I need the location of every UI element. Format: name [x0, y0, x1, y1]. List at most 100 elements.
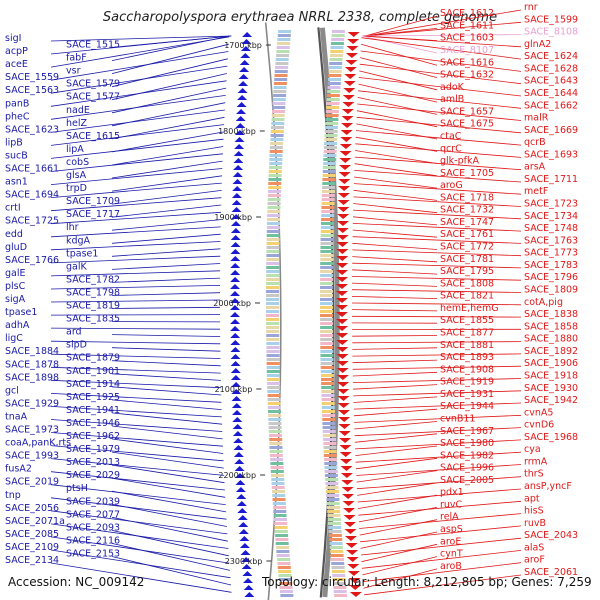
- cog-strip: [327, 518, 341, 521]
- gene-label: SACE_1906: [524, 358, 578, 369]
- gene-callout-line: [352, 216, 438, 226]
- gene-label: SACE_2013: [66, 457, 120, 468]
- cog-strip: [328, 70, 342, 73]
- minus-strand-gene: [230, 326, 241, 331]
- gene-label: SACE_1781: [440, 254, 494, 265]
- minus-strand-gene: [236, 102, 247, 107]
- gene-callout-line: [353, 402, 522, 410]
- gene-callout-line: [111, 58, 228, 88]
- gene-label: SACE_1796: [524, 272, 578, 283]
- gene-callout-line: [50, 419, 223, 432]
- gene-label: SACE_1821: [440, 291, 494, 302]
- gene-label: aroB: [440, 561, 462, 572]
- gene-callout-line: [359, 70, 438, 91]
- cog-strip: [320, 258, 334, 261]
- gene-callout-line: [357, 103, 522, 121]
- gene-label: thrS: [524, 469, 544, 480]
- cog-strip: [324, 474, 338, 477]
- gene-callout-line: [357, 488, 522, 503]
- gene-callout-line: [357, 97, 438, 115]
- gene-callout-line: [352, 262, 522, 269]
- gene-label: SACE_1967: [440, 426, 494, 437]
- cog-strip: [326, 502, 340, 505]
- cog-strip: [320, 346, 334, 349]
- gene-callout-line: [354, 176, 438, 189]
- gene-label: SACE_1725: [5, 216, 59, 227]
- gene-label: SACE_1717: [66, 209, 120, 220]
- plus-strand-gene: [337, 382, 350, 387]
- cog-strip: [279, 586, 293, 589]
- minus-strand-gene: [230, 340, 241, 345]
- minus-strand-gene: [230, 368, 241, 373]
- cog-strip: [269, 434, 282, 437]
- gene-label: ard: [66, 327, 82, 338]
- cog-strip: [267, 398, 281, 401]
- cog-strip: [271, 118, 285, 121]
- cog-strip: [273, 506, 287, 509]
- cog-strip: [321, 398, 335, 401]
- minus-strand-gene: [240, 53, 251, 58]
- gene-label: SACE_8108: [524, 27, 578, 38]
- cog-strip: [275, 538, 289, 541]
- gene-label: asn1: [5, 177, 28, 188]
- cog-strip: [323, 450, 337, 453]
- gene-label: SACE_1643: [524, 76, 578, 87]
- minus-strand-gene: [232, 424, 243, 429]
- gene-label: qcrC: [440, 143, 462, 154]
- minus-strand-gene: [230, 298, 240, 303]
- cog-strip: [266, 354, 280, 357]
- gene-label: SACE_1661: [5, 164, 59, 175]
- cog-strip: [271, 474, 284, 477]
- gene-callout-line: [356, 464, 522, 476]
- cog-strip: [269, 450, 283, 453]
- gene-callout-line: [111, 87, 227, 114]
- cog-strip: [269, 162, 283, 165]
- gene-label: SACE_1694: [5, 190, 59, 201]
- cog-strip: [266, 246, 280, 249]
- gene-callout-line: [111, 43, 229, 74]
- minus-strand-gene: [238, 81, 249, 86]
- gene-label: SACE_1782: [66, 274, 120, 285]
- gene-callout-line: [352, 236, 522, 244]
- cog-strip: [320, 246, 334, 249]
- gene-label: coaA,panK,rts: [5, 438, 71, 449]
- cog-strip: [325, 478, 339, 481]
- cog-strip: [327, 90, 341, 93]
- plus-strand-gene: [339, 452, 352, 457]
- gene-callout-line: [50, 65, 228, 94]
- gene-label: SACE_2153: [66, 549, 120, 560]
- cog-strip: [274, 78, 288, 81]
- gene-label: SACE_1931: [440, 389, 494, 400]
- minus-strand-gene: [230, 263, 241, 268]
- cog-strip: [326, 494, 340, 497]
- cog-strip: [320, 366, 334, 369]
- cog-strip: [323, 150, 337, 153]
- cog-strip: [271, 126, 284, 129]
- gene-callout-line: [111, 263, 221, 270]
- cog-strip: [325, 122, 339, 125]
- gene-callout-line: [353, 396, 438, 403]
- plus-strand-gene: [336, 235, 349, 240]
- cog-strip: [321, 198, 335, 201]
- cog-strip: [328, 526, 342, 529]
- plus-strand-gene: [337, 193, 350, 198]
- minus-strand-gene: [232, 179, 243, 184]
- backbone-outer-line: [317, 27, 335, 598]
- cog-strip: [267, 378, 280, 381]
- minus-strand-gene: [231, 382, 242, 387]
- gene-label: SACE_1624: [524, 51, 578, 62]
- gene-callout-line: [50, 270, 221, 277]
- gene-callout-line: [50, 109, 225, 133]
- cog-strip: [326, 94, 340, 97]
- gene-label: SACE_1669: [524, 125, 578, 136]
- plus-strand-gene: [344, 529, 357, 534]
- cog-strip: [267, 394, 281, 397]
- gene-callout-line: [356, 470, 438, 483]
- gene-callout-line: [111, 386, 222, 396]
- minus-strand-gene: [230, 312, 240, 317]
- gene-label: cynT: [440, 549, 463, 560]
- gene-label: helZ: [66, 118, 88, 129]
- gene-label: tnaA: [5, 412, 28, 423]
- gene-callout-line: [50, 549, 231, 579]
- gene-label: SACE_2061: [524, 567, 578, 578]
